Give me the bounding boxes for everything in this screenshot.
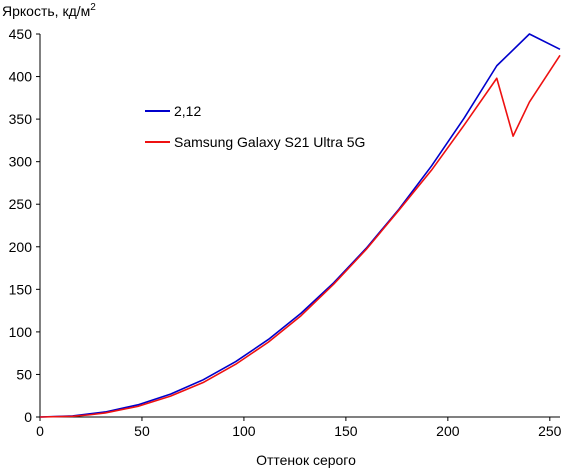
- y-tick-label: 0: [24, 409, 32, 425]
- y-tick-label: 450: [9, 26, 33, 42]
- y-axis-title-superscript: 2: [90, 2, 96, 13]
- y-tick-label: 50: [16, 366, 32, 382]
- x-tick-labels: 0 50 100 150 200 250: [36, 423, 562, 439]
- y-tick-labels: 0 50 100 150 200 250 300 350 400 450: [9, 26, 33, 425]
- y-tick-label: 200: [9, 239, 33, 255]
- y-tick-label: 350: [9, 111, 33, 127]
- y-axis-title-text: Яркость, кд/м: [2, 3, 90, 19]
- y-tick-label: 400: [9, 69, 33, 85]
- x-tick-label: 50: [134, 423, 150, 439]
- x-tick-label: 100: [232, 423, 256, 439]
- axes: [36, 33, 560, 421]
- legend-label-1: 2,12: [174, 103, 201, 119]
- y-tick-label: 150: [9, 281, 33, 297]
- x-axis-title: Оттенок серого: [256, 452, 356, 468]
- x-tick-label: 150: [334, 423, 358, 439]
- y-tick-label: 250: [9, 196, 33, 212]
- series-line-2: [39, 54, 561, 418]
- x-tick-label: 250: [538, 423, 562, 439]
- legend: 2,12 Samsung Galaxy S21 Ultra 5G: [145, 103, 365, 150]
- legend-label-2: Samsung Galaxy S21 Ultra 5G: [174, 134, 365, 150]
- x-tick-label: 0: [36, 423, 44, 439]
- y-tick-label: 100: [9, 324, 33, 340]
- series-layer: [39, 33, 561, 418]
- x-tick-label: 200: [436, 423, 460, 439]
- y-tick-label: 300: [9, 154, 33, 170]
- svg-text:Яркость, кд/м2: Яркость, кд/м2: [2, 2, 96, 19]
- y-axis-title: Яркость, кд/м2: [2, 2, 96, 19]
- series-line-1: [39, 33, 561, 418]
